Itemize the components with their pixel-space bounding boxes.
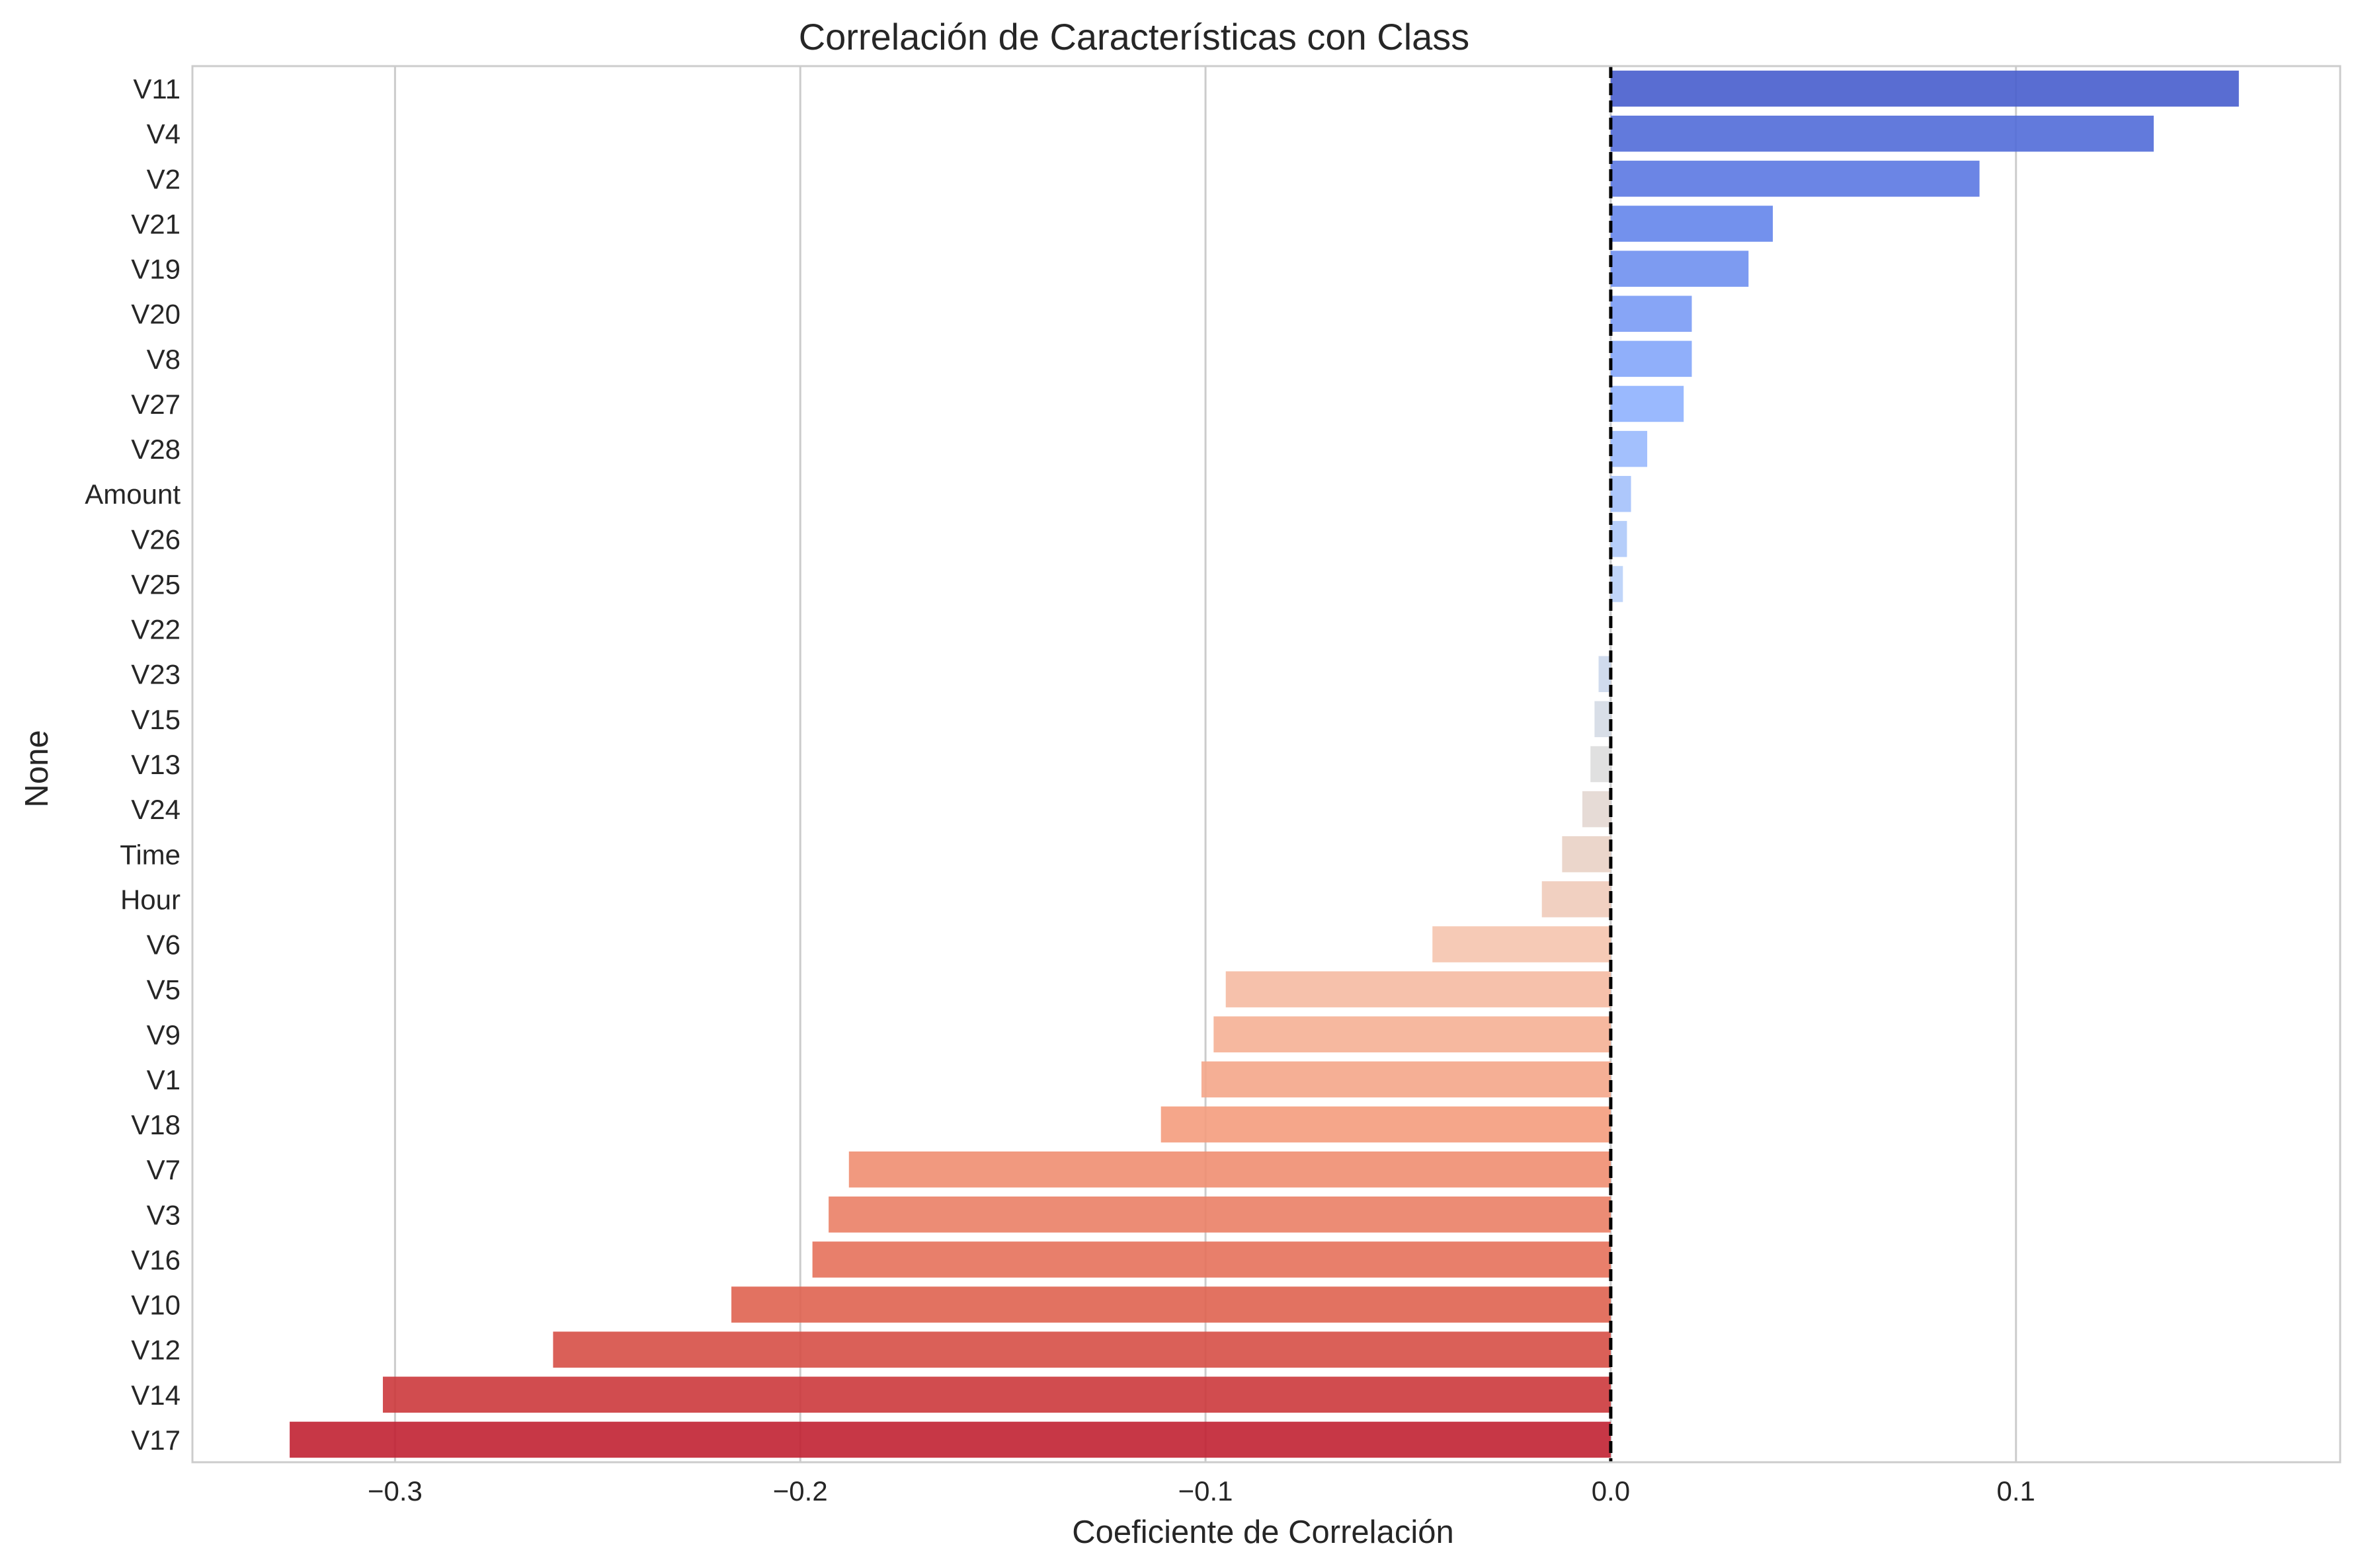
- x-axis-label: Coeficiente de Correlación: [1072, 1514, 1453, 1550]
- bar-v5: [1225, 971, 1611, 1007]
- y-tick-label-v27: V27: [131, 389, 181, 420]
- y-axis-label: None: [19, 730, 55, 807]
- x-tick-label-0: −0.3: [368, 1475, 423, 1507]
- bar-v1: [1201, 1061, 1611, 1098]
- y-tick-label-v8: V8: [147, 344, 181, 375]
- y-tick-labels: V11 V4 V2 V21 V19 V20 V8 V27 V28 Amount V26 V25 V22 V…: [85, 73, 181, 1456]
- y-tick-label-v13: V13: [131, 749, 181, 780]
- bar-v10: [731, 1286, 1611, 1323]
- bar-v24: [1582, 791, 1611, 828]
- y-tick-label-v2: V2: [147, 163, 181, 194]
- bar-v26: [1610, 521, 1627, 557]
- y-tick-label-v17: V17: [131, 1425, 181, 1456]
- bar-amount: [1610, 475, 1631, 512]
- y-tick-label-v15: V15: [131, 704, 181, 735]
- y-tick-label-v25: V25: [131, 568, 181, 600]
- bar-v27: [1610, 385, 1684, 422]
- bar-v28: [1610, 430, 1648, 467]
- bars: [290, 70, 2239, 1458]
- x-tick-label-2: −0.1: [1178, 1475, 1233, 1507]
- y-tick-label-v18: V18: [131, 1109, 181, 1140]
- y-tick-label-v20: V20: [131, 299, 181, 330]
- bar-v21: [1610, 206, 1773, 242]
- y-tick-label-v5: V5: [147, 974, 181, 1005]
- y-tick-label-v9: V9: [147, 1019, 181, 1050]
- bar-hour: [1541, 881, 1611, 918]
- y-tick-label-time: Time: [120, 839, 181, 870]
- bar-v16: [812, 1241, 1611, 1278]
- bar-v9: [1213, 1016, 1611, 1053]
- y-tick-label-v6: V6: [147, 929, 181, 960]
- y-tick-label-v19: V19: [131, 254, 181, 285]
- y-tick-label-v3: V3: [147, 1199, 181, 1230]
- bar-time: [1562, 836, 1611, 873]
- chart-title: Correlación de Características con Class: [799, 16, 1470, 58]
- y-tick-label-v14: V14: [131, 1380, 181, 1411]
- bar-v13: [1590, 746, 1611, 783]
- y-tick-label-v4: V4: [147, 118, 181, 149]
- y-tick-label-amount: Amount: [85, 479, 181, 510]
- y-tick-label-v28: V28: [131, 434, 181, 465]
- x-tick-label-4: 0.1: [1997, 1475, 2035, 1507]
- bar-v12: [553, 1331, 1611, 1368]
- y-tick-label-v21: V21: [131, 208, 181, 239]
- x-tick-label-1: −0.2: [773, 1475, 828, 1507]
- y-tick-label-v16: V16: [131, 1244, 181, 1275]
- bar-v7: [848, 1151, 1611, 1188]
- bar-v23: [1598, 656, 1611, 692]
- y-tick-label-v7: V7: [147, 1154, 181, 1185]
- x-tick-label-3: 0.0: [1592, 1475, 1630, 1507]
- bar-v14: [383, 1376, 1611, 1413]
- bar-v3: [829, 1196, 1611, 1233]
- y-tick-label-hour: Hour: [120, 884, 181, 915]
- bar-v15: [1594, 701, 1611, 738]
- bar-v19: [1610, 251, 1749, 287]
- y-tick-label-v23: V23: [131, 659, 181, 690]
- bar-v25: [1610, 566, 1623, 602]
- bar-v6: [1432, 926, 1611, 962]
- y-tick-label-v26: V26: [131, 524, 181, 555]
- y-tick-label-v1: V1: [147, 1064, 181, 1095]
- y-tick-label-v10: V10: [131, 1290, 181, 1321]
- bar-v18: [1160, 1106, 1611, 1143]
- y-tick-label-v11: V11: [133, 73, 181, 104]
- bar-v11: [1610, 70, 2239, 107]
- y-tick-label-v22: V22: [131, 614, 181, 645]
- x-tick-labels: −0.3 −0.2 −0.1 0.0 0.1: [368, 1475, 2035, 1507]
- bar-v8: [1610, 340, 1692, 377]
- y-tick-label-v24: V24: [131, 794, 181, 825]
- plot-frame: [191, 65, 2341, 1464]
- y-tick-label-v12: V12: [131, 1335, 181, 1366]
- bar-v17: [290, 1421, 1611, 1458]
- bar-v2: [1610, 161, 1980, 197]
- bar-v20: [1610, 295, 1692, 332]
- bar-v4: [1610, 115, 2154, 152]
